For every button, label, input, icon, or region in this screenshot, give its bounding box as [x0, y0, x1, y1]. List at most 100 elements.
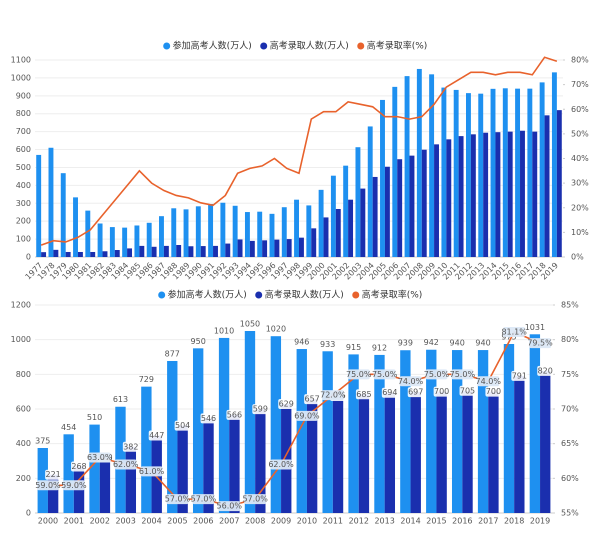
labels — [40, 56, 558, 246]
bar — [176, 245, 182, 257]
data-label: 221 — [45, 470, 60, 479]
y-tick-label: 600 — [16, 145, 31, 154]
y2-tick-label: 30% — [571, 179, 589, 188]
bar — [36, 154, 42, 257]
y2-tick-label: 0% — [571, 253, 584, 262]
bar — [478, 93, 484, 257]
bar — [556, 110, 562, 258]
data-label: 820 — [538, 366, 553, 375]
data-label-box — [114, 459, 137, 470]
data-label: 939 — [398, 339, 413, 348]
data-label-box — [355, 389, 372, 400]
bar — [462, 390, 473, 513]
bar — [232, 205, 238, 257]
legend-label: 参加高考人数(万人) — [173, 40, 252, 52]
bar — [125, 446, 137, 513]
bar — [146, 222, 152, 257]
bar — [244, 212, 250, 257]
data-label-box — [62, 480, 85, 491]
y-tick-label: 100 — [16, 235, 31, 244]
bar — [404, 76, 410, 257]
data-label: 75.0% — [372, 370, 398, 379]
bar — [208, 203, 214, 257]
bar — [73, 197, 78, 257]
bar — [134, 225, 140, 257]
y-tick-label: 200 — [16, 217, 31, 226]
bar — [41, 252, 47, 257]
data-label-box — [36, 480, 59, 491]
bar — [434, 144, 439, 257]
bar — [367, 126, 373, 258]
bar — [515, 88, 521, 258]
y-tick-label: 800 — [16, 370, 31, 379]
labels: 375 454 510 613 729 877 950 1010 1050 1020 946 933 9… — [35, 320, 554, 512]
data-label-box — [304, 394, 321, 405]
bar — [477, 350, 489, 513]
data-label-box — [122, 441, 139, 452]
bar — [446, 139, 452, 257]
data-label: 1010 — [214, 326, 234, 335]
bar — [436, 391, 447, 513]
y2-tick-label: 75% — [561, 370, 579, 379]
bar — [410, 392, 421, 513]
x-tick-label: 2018 — [504, 517, 524, 526]
bar — [488, 391, 499, 513]
bar — [332, 396, 344, 513]
bar — [318, 189, 324, 257]
bar — [63, 434, 74, 513]
bar — [218, 337, 230, 513]
data-label: 504 — [175, 421, 190, 430]
bar — [384, 392, 396, 513]
data-label-box — [88, 452, 111, 463]
data-label-box — [485, 386, 502, 397]
line — [40, 56, 558, 246]
legend-label: 高考录取率(%) — [362, 289, 423, 301]
bar — [358, 394, 370, 513]
bar — [249, 240, 255, 257]
data-label: 566 — [227, 410, 242, 419]
legend-label: 高考录取人数(万人) — [270, 40, 349, 52]
data-label-box — [503, 327, 526, 338]
bar — [85, 210, 91, 257]
data-label: 950 — [191, 337, 206, 346]
data-label: 375 — [35, 437, 50, 446]
data-label: 942 — [424, 338, 439, 347]
data-label: 59.0% — [61, 481, 87, 490]
bar — [213, 245, 218, 257]
bar — [255, 409, 266, 513]
data-label-box — [425, 369, 448, 380]
bar — [380, 99, 385, 257]
y-tick-label: 1000 — [11, 335, 31, 344]
bar — [159, 216, 164, 257]
legend-label: 高考录取人数(万人) — [265, 289, 344, 301]
bar — [89, 424, 100, 513]
bar — [311, 228, 317, 257]
data-label: 72.0% — [320, 391, 346, 400]
data-label-box — [166, 494, 189, 505]
bar — [163, 245, 169, 257]
data-label: 791 — [512, 371, 527, 380]
data-label: 81.1% — [501, 328, 527, 337]
legend-label: 高考录取率(%) — [367, 40, 428, 52]
bar — [322, 351, 333, 513]
data-label: 700 — [434, 387, 449, 396]
y2-tick-label: 80% — [571, 56, 589, 65]
bar — [348, 354, 359, 513]
bar — [502, 88, 508, 258]
bar — [544, 115, 550, 258]
data-label-box — [270, 459, 293, 470]
data-label: 700 — [486, 387, 501, 396]
bar — [294, 199, 299, 257]
data-label-box — [200, 413, 217, 424]
bar — [323, 217, 329, 257]
data-label: 729 — [139, 375, 154, 384]
bar — [203, 418, 214, 513]
bar — [372, 176, 378, 257]
x-tick-label: 2006 — [193, 517, 213, 526]
data-label: 1050 — [240, 320, 260, 329]
data-label-box — [381, 387, 398, 398]
data-label-box — [529, 338, 552, 349]
bar — [490, 88, 496, 257]
data-label: 75.0% — [450, 370, 476, 379]
x-tick-label: 2002 — [90, 517, 110, 526]
